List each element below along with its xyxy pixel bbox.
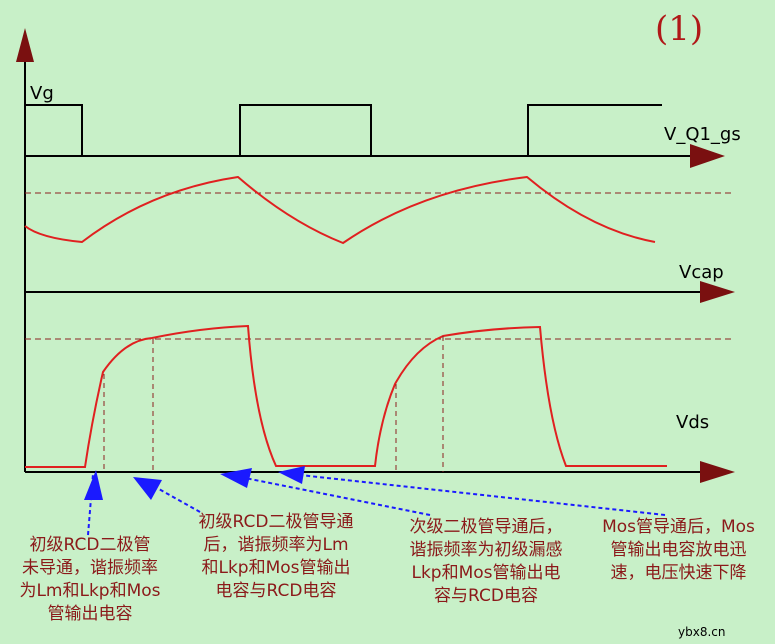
annotation-line: 管输出电容 [47, 604, 133, 624]
vds-label: Vds [676, 412, 709, 433]
vcap-axis-arrowhead [700, 281, 735, 303]
annotation-line: 和Lkp和Mos管输出 [201, 558, 351, 578]
pointer-arrow-4 [299, 474, 666, 516]
annotation-mos-on: Mos管导通后，Mos 管输出电容放电迅 速，电压快速下降 [582, 516, 775, 585]
vg-pulse-train [25, 104, 662, 156]
time-markers [103, 336, 444, 472]
annotation-line: 管输出电容放电迅 [610, 540, 747, 560]
annotation-line: Lkp和Mos管输出电 [411, 563, 561, 583]
pointer-arrow-2 [149, 483, 201, 513]
annotation-line: Mos管导通后，Mos [602, 517, 755, 537]
vertical-axis-arrowhead [16, 28, 34, 62]
annotation-line: 电容与RCD电容 [215, 581, 337, 601]
vds-waveform [25, 324, 667, 468]
annotation-line: 初级RCD二极管导通 [198, 512, 354, 532]
vcap-waveform [24, 175, 656, 245]
annotation-line: 未导通，谐振频率 [22, 558, 158, 578]
vgs-axis-arrowhead [690, 144, 725, 168]
pointer-head-1 [84, 470, 103, 500]
pointer-head-3 [220, 468, 252, 488]
annotation-rcd-on: 初级RCD二极管导通 后，谐振频率为Lm 和Lkp和Mos管输出 电容与RCD电… [176, 511, 376, 603]
pointer-arrows [84, 466, 666, 536]
annotation-line: 初级RCD二极管 [29, 535, 151, 555]
vds-axis-arrowhead [700, 461, 735, 483]
pointer-head-4 [278, 466, 305, 484]
annotation-line: 为Lm和Lkp和Mos [19, 581, 161, 601]
figure-number: (1) [655, 9, 703, 49]
pointer-arrow-3 [239, 476, 431, 516]
annotation-line: 谐振频率为初级漏感 [409, 540, 563, 560]
annotation-line: 次级二极管导通后， [409, 517, 563, 537]
vgs-label: V_Q1_gs [664, 124, 741, 145]
vcap-label: Vcap [679, 262, 724, 283]
annotation-line: 速，电压快速下降 [610, 563, 747, 583]
annotation-rcd-off: 初级RCD二极管 未导通，谐振频率 为Lm和Lkp和Mos 管输出电容 [2, 534, 178, 626]
annotation-line: 后，谐振频率为Lm [203, 535, 349, 555]
annotation-secondary-on: 次级二极管导通后， 谐振频率为初级漏感 Lkp和Mos管输出电 容与RCD电容 [385, 516, 587, 608]
vg-label: Vg [30, 83, 54, 104]
watermark: ybx8.cn [678, 625, 725, 639]
pointer-head-2 [133, 477, 162, 500]
annotation-line: 容与RCD电容 [434, 586, 538, 606]
